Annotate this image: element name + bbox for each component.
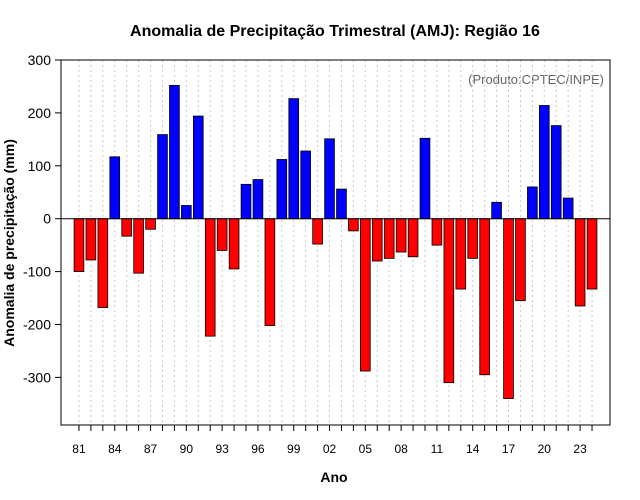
bar-2023 bbox=[574, 218, 586, 307]
bar-1985 bbox=[121, 218, 132, 237]
bar-1984 bbox=[109, 156, 121, 220]
bar-1993 bbox=[216, 218, 228, 251]
bar-2022 bbox=[562, 197, 574, 220]
x-tick-label: 08 bbox=[394, 442, 408, 456]
chart-title: Anomalia de Precipitação Trimestral (AMJ… bbox=[130, 23, 540, 40]
bar-1986 bbox=[133, 218, 144, 274]
bar-1992 bbox=[204, 218, 216, 337]
bar-2009 bbox=[407, 218, 419, 258]
bar-2020 bbox=[539, 105, 550, 220]
bar-1994 bbox=[228, 218, 240, 270]
bar-2003 bbox=[336, 188, 347, 220]
bar-2018 bbox=[515, 218, 526, 302]
x-axis: 81 84 87 90 93 96 99 02 05 08 11 14 17 20 23 bbox=[72, 425, 593, 456]
x-tick-label: 17 bbox=[502, 442, 516, 456]
bar-2005 bbox=[360, 218, 371, 372]
bar-1981 bbox=[73, 218, 85, 272]
source-annotation: (Produto:CPTEC/INPE) bbox=[468, 72, 604, 87]
x-tick-label: 05 bbox=[359, 442, 373, 456]
bar-1999 bbox=[288, 98, 300, 220]
x-tick-label: 02 bbox=[323, 442, 337, 456]
bar-2024 bbox=[586, 218, 598, 290]
bar-2000 bbox=[300, 150, 311, 220]
bar-1988 bbox=[157, 134, 168, 220]
y-axis: 300 200 100 0 -100 -200 -300 bbox=[23, 52, 61, 385]
bar-2012 bbox=[443, 218, 455, 384]
bar-2004 bbox=[348, 218, 359, 232]
x-axis-label: Ano bbox=[320, 469, 347, 485]
bar-2013 bbox=[455, 218, 467, 290]
y-tick-label: -300 bbox=[23, 369, 51, 385]
bar-1996 bbox=[252, 179, 264, 220]
bar-2002 bbox=[324, 138, 335, 220]
y-tick-label: -100 bbox=[23, 264, 51, 280]
bar-2001 bbox=[312, 218, 323, 245]
bars bbox=[73, 84, 598, 399]
y-tick-label: 200 bbox=[28, 105, 52, 121]
x-tick-label: 84 bbox=[108, 442, 122, 456]
bar-2011 bbox=[431, 218, 443, 246]
x-tick-label: 93 bbox=[215, 442, 229, 456]
bar-2017 bbox=[503, 218, 514, 399]
y-tick-label: -200 bbox=[23, 316, 51, 332]
x-tick-label: 87 bbox=[144, 442, 158, 456]
x-tick-label: 20 bbox=[538, 442, 552, 456]
bar-2008 bbox=[395, 218, 407, 253]
x-tick-label: 23 bbox=[573, 442, 587, 456]
bar-1983 bbox=[97, 218, 109, 308]
x-tick-label: 90 bbox=[180, 442, 194, 456]
bar-1995 bbox=[240, 183, 252, 220]
bar-2016 bbox=[491, 201, 502, 220]
bar-1990 bbox=[181, 205, 192, 220]
plot-frame bbox=[60, 59, 611, 426]
bar-1987 bbox=[145, 218, 156, 230]
bar-2014 bbox=[467, 218, 479, 259]
y-tick-label: 100 bbox=[28, 158, 52, 174]
y-tick-label: 0 bbox=[43, 211, 51, 227]
x-tick-label: 14 bbox=[466, 442, 480, 456]
bar-1982 bbox=[85, 218, 97, 261]
x-tick-label: 11 bbox=[431, 442, 444, 456]
x-tick-label: 96 bbox=[251, 442, 265, 456]
x-tick-label: 81 bbox=[72, 442, 86, 456]
bar-2006 bbox=[371, 218, 383, 262]
gridlines bbox=[78, 60, 593, 425]
y-axis-label: Anomalia de precipitação (mm) bbox=[1, 139, 17, 347]
bar-2021 bbox=[550, 125, 562, 220]
bar-2007 bbox=[383, 218, 395, 259]
bar-2015 bbox=[479, 218, 490, 376]
bar-2019 bbox=[527, 186, 538, 220]
bar-1998 bbox=[276, 159, 288, 220]
bar-2010 bbox=[419, 137, 431, 220]
bar-1991 bbox=[192, 115, 204, 220]
bar-1989 bbox=[169, 84, 180, 220]
x-tick-label: 99 bbox=[287, 442, 301, 456]
bar-1997 bbox=[264, 218, 276, 326]
y-tick-label: 300 bbox=[28, 52, 52, 68]
